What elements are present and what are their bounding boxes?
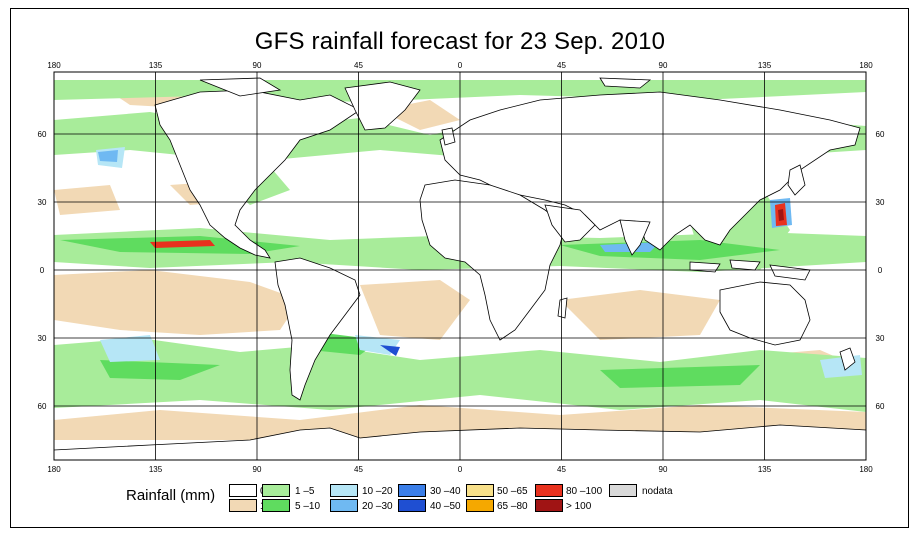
lat-label: 30 bbox=[38, 334, 47, 343]
legend-label: 30 –40 bbox=[430, 486, 461, 497]
legend-swatch-5 bbox=[330, 499, 358, 512]
lon-label: 135 bbox=[149, 61, 163, 70]
graticule bbox=[54, 72, 866, 460]
lon-label: 45 bbox=[354, 61, 363, 70]
legend-swatch-2 bbox=[262, 484, 290, 497]
legend-swatch-10 bbox=[535, 484, 563, 497]
lat-label: 0 bbox=[40, 266, 45, 275]
lat-label: 30 bbox=[38, 198, 47, 207]
lon-label: 135 bbox=[758, 465, 772, 474]
lon-label: 0 bbox=[458, 465, 463, 474]
lon-label: 180 bbox=[859, 61, 873, 70]
lat-label: 60 bbox=[876, 402, 885, 411]
legend-swatch-1 bbox=[229, 499, 257, 512]
legend-label: > 100 bbox=[566, 501, 592, 512]
lat-label: 60 bbox=[876, 130, 885, 139]
legend-swatch-3 bbox=[262, 499, 290, 512]
legend-label: 65 –80 bbox=[497, 501, 528, 512]
legend-label: 50 –65 bbox=[497, 486, 528, 497]
legend-label: 10 –20 bbox=[362, 486, 393, 497]
legend-swatch-8 bbox=[466, 484, 494, 497]
lon-labels-top: 180 135 90 45 0 45 90 135 180 bbox=[47, 61, 873, 70]
lat-label: 30 bbox=[876, 334, 885, 343]
legend-swatch-4 bbox=[330, 484, 358, 497]
lat-labels-left: 60 30 0 30 60 bbox=[38, 130, 47, 411]
lon-label: 135 bbox=[149, 465, 163, 474]
legend-swatch-6 bbox=[398, 484, 426, 497]
figure-frame bbox=[10, 8, 909, 528]
lat-label: 30 bbox=[876, 198, 885, 207]
legend-swatch-7 bbox=[398, 499, 426, 512]
map-border bbox=[53, 71, 867, 461]
lon-label: 45 bbox=[354, 465, 363, 474]
lon-label: 180 bbox=[47, 61, 61, 70]
legend-label: 20 –30 bbox=[362, 501, 393, 512]
lon-label: 135 bbox=[758, 61, 772, 70]
lat-label: 60 bbox=[38, 130, 47, 139]
lon-labels-bottom: 180 135 90 45 0 45 90 135 180 bbox=[47, 465, 873, 474]
lon-label: 90 bbox=[659, 465, 668, 474]
legend-swatch-11 bbox=[535, 499, 563, 512]
lon-label: 90 bbox=[659, 61, 668, 70]
legend-label: 40 –50 bbox=[430, 501, 461, 512]
lat-label: 60 bbox=[38, 402, 47, 411]
legend-label: 80 –100 bbox=[566, 486, 603, 497]
lat-label: 0 bbox=[878, 266, 883, 275]
lon-label: 90 bbox=[253, 465, 262, 474]
lon-label: 180 bbox=[47, 465, 61, 474]
lon-label: 0 bbox=[458, 61, 463, 70]
lon-label: 90 bbox=[253, 61, 262, 70]
legend-label: nodata bbox=[642, 486, 673, 497]
legend-swatch-0 bbox=[229, 484, 257, 497]
legend-title: Rainfall (mm) bbox=[126, 487, 216, 504]
lon-label: 45 bbox=[557, 61, 566, 70]
map-title: GFS rainfall forecast for 23 Sep. 2010 bbox=[254, 28, 666, 55]
legend-swatch-12 bbox=[609, 484, 637, 497]
lon-label: 45 bbox=[557, 465, 566, 474]
lon-label: 180 bbox=[859, 465, 873, 474]
legend-label: 5 –10 bbox=[295, 501, 321, 512]
legend-swatch-9 bbox=[466, 499, 494, 512]
legend-label: 1 –5 bbox=[295, 486, 315, 497]
lat-labels-right: 60 30 0 30 60 bbox=[876, 130, 885, 411]
